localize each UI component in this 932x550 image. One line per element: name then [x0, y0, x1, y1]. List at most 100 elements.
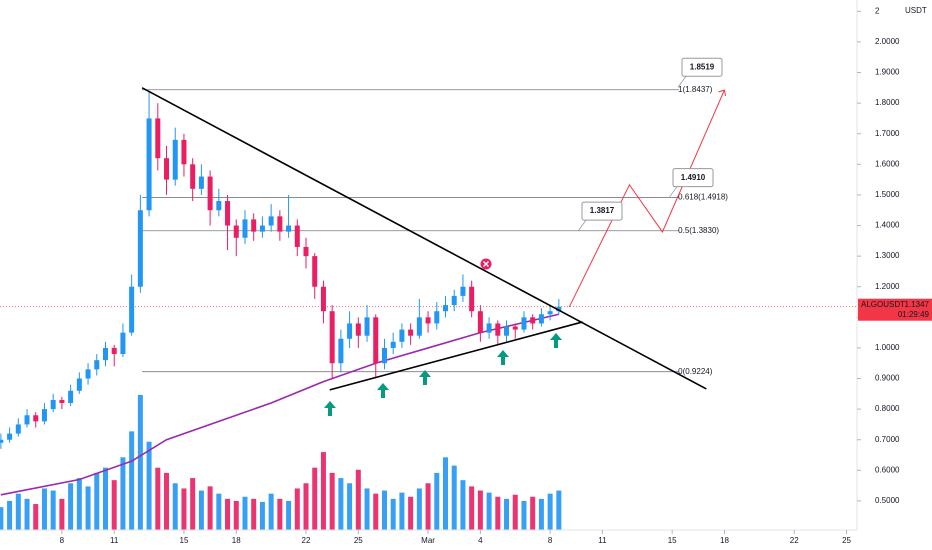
candle-body — [469, 286, 475, 312]
candle-body — [41, 409, 47, 422]
x-tick-label: 8 — [548, 536, 553, 545]
candle-body — [164, 158, 170, 180]
callout-box — [581, 201, 623, 221]
volume-bar — [451, 465, 457, 530]
volume-bar — [486, 492, 492, 530]
volume-bar — [233, 500, 239, 530]
volume-bar — [172, 483, 178, 530]
candle-body — [329, 311, 335, 364]
x-tick-label: 18 — [720, 536, 729, 545]
candle-body — [286, 225, 292, 232]
up-arrow — [497, 350, 509, 365]
x-tick-label: 11 — [598, 536, 607, 545]
callout-pointer — [668, 186, 678, 198]
candle-body — [416, 317, 422, 336]
up-arrow — [324, 401, 336, 416]
candle-body — [137, 210, 143, 287]
volume-bar — [512, 494, 518, 530]
y-tick-label: 0.7000 — [875, 435, 900, 444]
volume-bar — [425, 483, 431, 530]
up-arrow — [550, 333, 562, 348]
callout-pointer — [577, 219, 587, 232]
callout-box — [672, 168, 714, 188]
y-tick-label: 0.5000 — [875, 496, 900, 505]
candle-body — [556, 306, 562, 312]
y-tick-label: 1.7000 — [875, 129, 900, 138]
volume-bar — [137, 395, 143, 530]
y-tick-label: 1.4000 — [875, 221, 900, 230]
candle-body — [198, 176, 204, 189]
volume-bar — [521, 500, 527, 530]
price-label: 1.1347 — [905, 300, 930, 309]
candle-body — [451, 295, 457, 306]
candle-body — [111, 347, 117, 355]
volume-bar — [24, 498, 30, 530]
candle-body — [355, 323, 361, 336]
volume-bar — [76, 478, 82, 530]
candle-body — [530, 317, 536, 324]
x-tick-label: 8 — [60, 536, 65, 545]
volume-bar — [85, 486, 91, 530]
candle-body — [390, 341, 396, 348]
candle-body — [102, 347, 108, 361]
volume-bar — [364, 488, 370, 530]
volume-bar — [94, 472, 100, 530]
volume-bar — [416, 488, 422, 530]
volume-bar — [408, 496, 414, 530]
volume-bar — [41, 488, 47, 530]
volume-bar — [277, 498, 283, 530]
y-tick-label: 2 — [875, 6, 880, 15]
y-tick-label: 1.0000 — [875, 343, 900, 352]
y-tick-label: 0.6000 — [875, 465, 900, 474]
volume-bar — [198, 490, 204, 530]
fib-label: 0.618(1.4918) — [678, 193, 728, 202]
volume-bar — [207, 486, 213, 530]
x-tick-label: 22 — [302, 536, 311, 545]
candle-body — [486, 323, 492, 333]
y-tick-label: 1.8000 — [875, 98, 900, 107]
candle-body — [303, 246, 309, 257]
volume-bar — [381, 490, 387, 530]
volume-bar — [216, 493, 222, 530]
y-tick-label: 0.9000 — [875, 374, 900, 383]
volume-bar — [294, 488, 300, 530]
volume-bar — [286, 500, 292, 530]
candle-body — [547, 311, 553, 315]
volume-bar — [225, 498, 231, 530]
volume-bar — [460, 480, 466, 530]
volume-bar — [268, 493, 274, 530]
candle-body — [320, 286, 326, 312]
candle-body — [259, 225, 265, 232]
candle-body — [242, 219, 248, 238]
candle-body — [33, 415, 39, 422]
candle-body — [443, 305, 449, 312]
callout-label: 1.4910 — [681, 173, 706, 182]
symbol-label: ALGOUSDT — [861, 300, 905, 309]
volume-bar — [399, 492, 405, 530]
y-tick-label: 1.2000 — [875, 282, 900, 291]
candle-body — [76, 378, 82, 391]
candle-body — [129, 286, 135, 333]
y-tick-label: 1.9000 — [875, 68, 900, 77]
candle-body — [512, 326, 518, 330]
volume-bar — [504, 498, 510, 530]
candle-body — [504, 326, 510, 336]
cancel-marker — [480, 258, 492, 270]
candle-body — [251, 219, 257, 232]
volume-bar — [164, 472, 170, 530]
signal-arrows — [324, 333, 562, 416]
volume-bar — [15, 493, 21, 530]
volume-bar — [347, 483, 353, 530]
volume-bar — [355, 469, 361, 530]
candle-body — [538, 314, 544, 324]
volume-bar — [547, 493, 553, 530]
volume-bar — [50, 490, 56, 530]
volume-bar — [434, 472, 440, 530]
volume-bar — [320, 452, 326, 530]
volume-bar — [373, 493, 379, 530]
volume-bar — [338, 478, 344, 530]
volume-bar — [538, 498, 544, 530]
candle-body — [59, 399, 65, 404]
y-tick-label: 1.6000 — [875, 159, 900, 168]
x-tick-label: 22 — [790, 536, 799, 545]
